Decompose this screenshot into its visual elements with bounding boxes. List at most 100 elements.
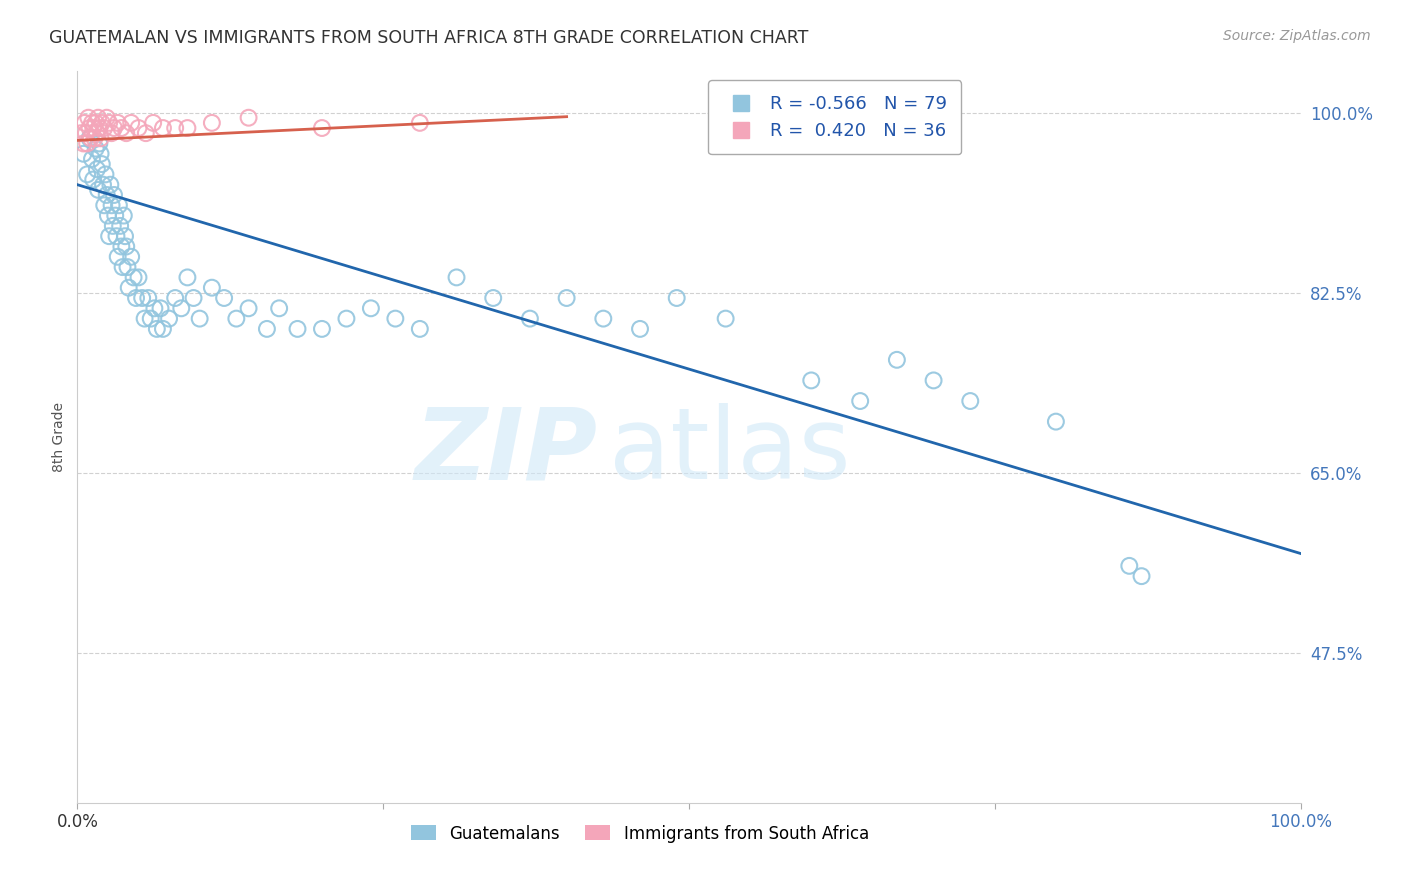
Point bbox=[122, 270, 145, 285]
Point bbox=[212, 291, 235, 305]
Point bbox=[800, 373, 823, 387]
Point bbox=[96, 188, 118, 202]
Point bbox=[93, 121, 115, 136]
Point bbox=[77, 111, 100, 125]
Point bbox=[665, 291, 688, 305]
Point bbox=[114, 229, 136, 244]
Point bbox=[1130, 569, 1153, 583]
Point bbox=[72, 146, 94, 161]
Point bbox=[82, 172, 104, 186]
Point bbox=[110, 239, 132, 253]
Point bbox=[117, 260, 139, 274]
Point bbox=[111, 260, 134, 274]
Point bbox=[188, 311, 211, 326]
Point bbox=[91, 178, 114, 192]
Point bbox=[1045, 415, 1067, 429]
Point bbox=[83, 131, 105, 145]
Point bbox=[115, 239, 138, 253]
Point bbox=[90, 157, 112, 171]
Point bbox=[360, 301, 382, 316]
Point bbox=[86, 162, 108, 177]
Point bbox=[90, 146, 112, 161]
Point bbox=[127, 270, 149, 285]
Point bbox=[409, 322, 432, 336]
Text: atlas: atlas bbox=[609, 403, 851, 500]
Point bbox=[142, 116, 165, 130]
Point bbox=[134, 311, 156, 326]
Point bbox=[201, 281, 224, 295]
Point bbox=[555, 291, 578, 305]
Point bbox=[87, 111, 110, 125]
Point bbox=[311, 121, 333, 136]
Point bbox=[922, 373, 945, 387]
Point bbox=[886, 352, 908, 367]
Point bbox=[98, 116, 121, 130]
Point bbox=[311, 322, 333, 336]
Point bbox=[89, 136, 111, 151]
Point bbox=[269, 301, 291, 316]
Point bbox=[482, 291, 505, 305]
Point bbox=[108, 219, 131, 233]
Point bbox=[112, 209, 135, 223]
Point bbox=[70, 126, 93, 140]
Point bbox=[146, 322, 169, 336]
Point bbox=[107, 250, 129, 264]
Y-axis label: 8th Grade: 8th Grade bbox=[52, 402, 66, 472]
Text: ZIP: ZIP bbox=[415, 403, 598, 500]
Point bbox=[108, 198, 131, 212]
Point bbox=[89, 121, 111, 136]
Point bbox=[149, 301, 172, 316]
Point bbox=[201, 116, 224, 130]
Point bbox=[136, 291, 159, 305]
Point bbox=[98, 229, 121, 244]
Point bbox=[79, 131, 101, 145]
Point bbox=[120, 250, 142, 264]
Point bbox=[79, 121, 101, 136]
Point bbox=[96, 111, 118, 125]
Point bbox=[115, 126, 138, 140]
Text: Source: ZipAtlas.com: Source: ZipAtlas.com bbox=[1223, 29, 1371, 43]
Point bbox=[287, 322, 309, 336]
Point bbox=[170, 301, 193, 316]
Point bbox=[592, 311, 614, 326]
Point bbox=[84, 116, 107, 130]
Point bbox=[238, 111, 260, 125]
Point bbox=[139, 311, 162, 326]
Point bbox=[714, 311, 737, 326]
Point bbox=[94, 167, 117, 181]
Point bbox=[225, 311, 247, 326]
Point bbox=[256, 322, 278, 336]
Point bbox=[176, 270, 198, 285]
Point bbox=[104, 209, 127, 223]
Point bbox=[131, 291, 153, 305]
Point bbox=[335, 311, 357, 326]
Point bbox=[849, 394, 872, 409]
Point bbox=[100, 126, 122, 140]
Point bbox=[176, 121, 198, 136]
Point bbox=[84, 142, 107, 156]
Point bbox=[183, 291, 205, 305]
Legend: Guatemalans, Immigrants from South Africa: Guatemalans, Immigrants from South Afric… bbox=[405, 818, 876, 849]
Text: GUATEMALAN VS IMMIGRANTS FROM SOUTH AFRICA 8TH GRADE CORRELATION CHART: GUATEMALAN VS IMMIGRANTS FROM SOUTH AFRI… bbox=[49, 29, 808, 46]
Point bbox=[93, 198, 115, 212]
Point bbox=[98, 178, 121, 192]
Point bbox=[97, 209, 120, 223]
Point bbox=[101, 219, 124, 233]
Point bbox=[76, 167, 98, 181]
Point bbox=[125, 291, 148, 305]
Point bbox=[90, 131, 112, 145]
Point bbox=[72, 136, 94, 151]
Point bbox=[73, 116, 96, 130]
Point bbox=[80, 152, 103, 166]
Point bbox=[80, 116, 103, 130]
Point bbox=[103, 188, 125, 202]
Point bbox=[110, 121, 132, 136]
Point bbox=[1118, 558, 1140, 573]
Point bbox=[628, 322, 651, 336]
Point bbox=[143, 301, 166, 316]
Point bbox=[120, 116, 142, 130]
Point bbox=[107, 116, 129, 130]
Point bbox=[165, 121, 187, 136]
Point bbox=[446, 270, 468, 285]
Point bbox=[103, 121, 125, 136]
